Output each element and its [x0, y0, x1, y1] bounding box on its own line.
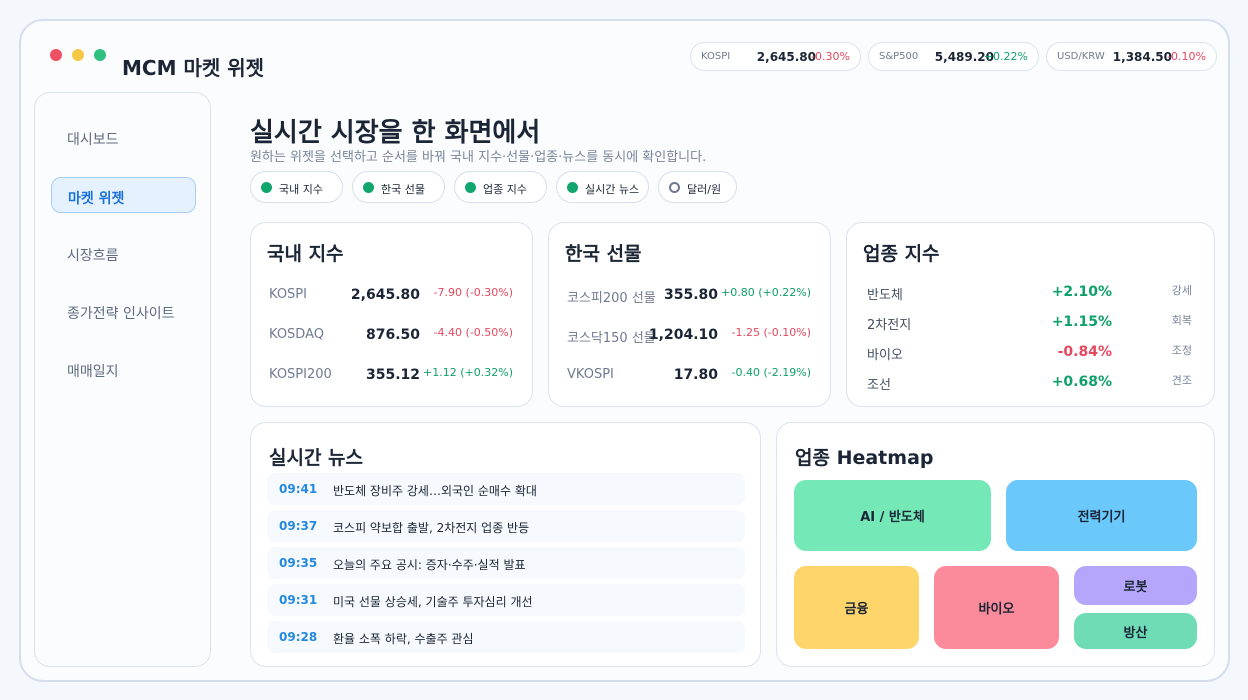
card-title: 실시간 뉴스: [269, 447, 364, 469]
heatmap-card: 업종 Heatmap AI / 반도체 전력기기 금융 바이오 로봇 방산: [776, 422, 1215, 667]
row-name: KOSDAQ: [269, 327, 324, 342]
card-title: 업종 지수: [863, 243, 940, 265]
news-item[interactable]: 09:28 환율 소폭 하락, 수출주 관심: [267, 621, 745, 653]
news-time: 09:37: [279, 519, 318, 533]
row-value: 355.12: [365, 367, 420, 383]
row-change: -4.40 (-0.50%): [433, 326, 513, 339]
ticker-change: -0.30%: [811, 50, 850, 63]
news-time: 09:41: [279, 482, 318, 496]
ticker-name: S&P500: [879, 51, 919, 62]
row-value: 876.50: [365, 327, 420, 343]
row-value: +0.68%: [1051, 374, 1112, 390]
ticker-value: 2,645.80: [756, 50, 816, 64]
row-change: +0.80 (+0.22%): [721, 286, 811, 299]
row-value: 1,204.10: [648, 327, 718, 343]
ticker-value: 1,384.50: [1112, 50, 1172, 64]
maximize-button[interactable]: [94, 49, 106, 61]
row-tag: 견조: [1171, 374, 1192, 387]
ticker: KOSPI 2,645.80 -0.30%: [690, 42, 861, 71]
row-value: 355.80: [663, 287, 718, 303]
row-name: 반도체: [867, 288, 903, 303]
row-name: 2차전지: [867, 318, 912, 333]
row-value: 2,645.80: [350, 287, 420, 303]
filter-label: 업종 지수: [483, 183, 527, 196]
minimize-button[interactable]: [72, 49, 84, 61]
filter-chip[interactable]: 달러/원: [658, 171, 737, 203]
row-value: -0.84%: [1057, 344, 1112, 360]
filter-chip[interactable]: 국내 지수: [250, 171, 343, 203]
row-name: KOSPI200: [269, 367, 332, 382]
row-value: 17.80: [673, 367, 718, 383]
filter-label: 국내 지수: [279, 183, 323, 196]
sector-card: 업종 지수 반도체 +2.10% 강세 2차전지 +1.15% 회복 바이오 -…: [846, 222, 1215, 407]
app-title: MCM 마켓 위젯: [122, 56, 265, 80]
hero-subtitle: 원하는 위젯을 선택하고 순서를 바꿔 국내 지수·선물·업종·뉴스를 동시에 …: [250, 150, 707, 165]
ticker-change: -0.10%: [1167, 50, 1206, 63]
hero-title: 실시간 시장을 한 화면에서: [250, 118, 541, 148]
news-headline: 반도체 장비주 강세…외국인 순매수 확대: [333, 484, 537, 498]
row-name: 코스닥150 선물: [567, 331, 656, 346]
ticker: USD/KRW 1,384.50 -0.10%: [1046, 42, 1217, 71]
row-value: +2.10%: [1051, 284, 1112, 300]
filter-chip[interactable]: 실시간 뉴스: [556, 171, 649, 203]
row-name: KOSPI: [269, 287, 307, 302]
row-tag: 조정: [1171, 344, 1192, 357]
news-headline: 코스피 약보합 출발, 2차전지 업종 반등: [333, 521, 530, 535]
nav-item[interactable]: 종가전략 인사이트: [67, 306, 175, 322]
news-headline: 오늘의 주요 공시: 증자·수주·실적 발표: [333, 558, 526, 572]
row-change: -0.40 (-2.19%): [731, 366, 811, 379]
sidebar: 대시보드 마켓 위젯 시장흐름 종가전략 인사이트 매매일지: [34, 92, 211, 667]
nav-item[interactable]: 시장흐름: [67, 248, 119, 264]
row-name: 바이오: [867, 348, 903, 363]
row-tag: 회복: [1171, 314, 1192, 327]
row-name: 조선: [867, 378, 891, 393]
ticker-value: 5,489.20: [934, 50, 994, 64]
filter-label: 한국 선물: [381, 183, 425, 196]
heatmap-tile[interactable]: 바이오: [934, 566, 1059, 649]
filter-chip[interactable]: 업종 지수: [454, 171, 547, 203]
row-name: 코스피200 선물: [567, 291, 656, 306]
heatmap-tile[interactable]: AI / 반도체: [794, 480, 991, 551]
close-button[interactable]: [50, 49, 62, 61]
news-time: 09:31: [279, 593, 318, 607]
filter-chip[interactable]: 한국 선물: [352, 171, 445, 203]
ticker-name: KOSPI: [701, 51, 731, 62]
news-time: 09:35: [279, 556, 318, 570]
futures-card: 한국 선물 코스피200 선물 355.80 +0.80 (+0.22%) 코스…: [548, 222, 831, 407]
news-item[interactable]: 09:31 미국 선물 상승세, 기술주 투자심리 개선: [267, 584, 745, 616]
row-change: -7.90 (-0.30%): [433, 286, 513, 299]
news-headline: 환율 소폭 하락, 수출주 관심: [333, 632, 474, 646]
news-item[interactable]: 09:41 반도체 장비주 강세…외국인 순매수 확대: [267, 473, 745, 505]
card-title: 업종 Heatmap: [795, 447, 934, 469]
heatmap-tile[interactable]: 금융: [794, 566, 919, 649]
news-time: 09:28: [279, 630, 318, 644]
filter-label: 달러/원: [687, 183, 722, 196]
news-headline: 미국 선물 상승세, 기술주 투자심리 개선: [333, 595, 533, 609]
heatmap-tile[interactable]: 방산: [1074, 613, 1197, 649]
nav-item-active[interactable]: 마켓 위젯: [51, 177, 196, 213]
heatmap-tile[interactable]: 전력기기: [1006, 480, 1197, 551]
ticker-change: +0.22%: [983, 50, 1028, 63]
nav-item[interactable]: 대시보드: [67, 132, 119, 148]
news-card: 실시간 뉴스 09:41 반도체 장비주 강세…외국인 순매수 확대 09:37 코…: [250, 422, 761, 667]
row-name: VKOSPI: [567, 367, 614, 382]
heatmap-tile[interactable]: 로봇: [1074, 566, 1197, 605]
row-change: -1.25 (-0.10%): [731, 326, 811, 339]
ticker-name: USD/KRW: [1057, 51, 1105, 62]
card-title: 국내 지수: [267, 243, 344, 265]
nav-item[interactable]: 매매일지: [67, 364, 119, 380]
card-title: 한국 선물: [565, 243, 642, 265]
domestic-card: 국내 지수 KOSPI 2,645.80 -7.90 (-0.30%) KOSD…: [250, 222, 533, 407]
news-item[interactable]: 09:37 코스피 약보합 출발, 2차전지 업종 반등: [267, 510, 745, 542]
row-tag: 강세: [1171, 284, 1192, 297]
row-value: +1.15%: [1051, 314, 1112, 330]
row-change: +1.12 (+0.32%): [423, 366, 513, 379]
news-item[interactable]: 09:35 오늘의 주요 공시: 증자·수주·실적 발표: [267, 547, 745, 579]
ticker: S&P500 5,489.20 +0.22%: [868, 42, 1039, 71]
filter-label: 실시간 뉴스: [585, 183, 640, 196]
